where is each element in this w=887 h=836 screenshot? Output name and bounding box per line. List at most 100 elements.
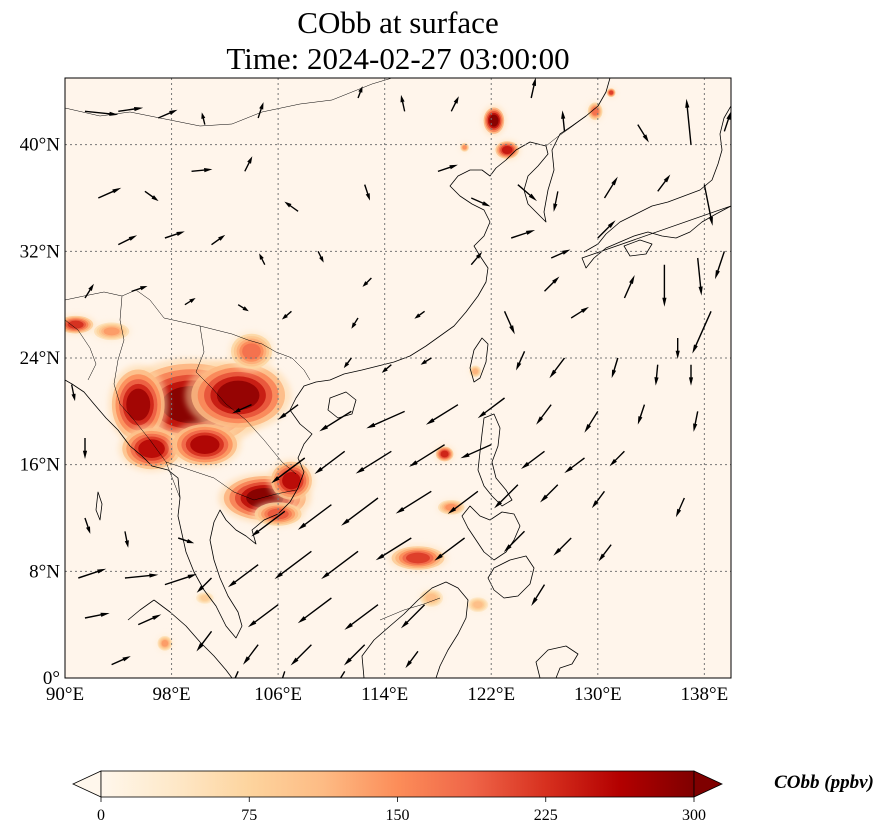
latitude-tick-label: 40°N: [20, 135, 61, 156]
wind-vector-arrow: [437, 164, 458, 172]
wind-vector-arrow: [623, 275, 635, 299]
cobb-concentration-field: [65, 87, 617, 652]
cobb-hotspot-ring: [282, 472, 301, 490]
cobb-hotspot: [586, 101, 604, 122]
taiwan-island: [469, 337, 489, 383]
wind-vector-arrow: [637, 124, 649, 143]
wind-vector-arrow: [414, 310, 425, 319]
wind-vector-arrow: [503, 530, 525, 553]
china-korea-border: [545, 115, 587, 147]
wind-vector-arrow: [654, 364, 659, 386]
wind-vector-arrow: [531, 584, 546, 606]
wind-vector-arrow: [470, 251, 483, 266]
cobb-hotspot: [228, 331, 275, 372]
cobb-hotspot-ring: [425, 594, 437, 602]
cobb-hotspot: [108, 364, 169, 445]
wind-vector-arrow: [561, 110, 566, 132]
wind-vector-arrow: [381, 364, 392, 373]
wind-vector-arrow: [251, 510, 286, 537]
cobb-hotspot-ring: [216, 380, 260, 411]
wind-vector-arrow: [317, 251, 324, 263]
wind-vector-arrow: [597, 220, 616, 239]
wind-vector-arrow: [611, 357, 619, 379]
wind-vector-arrow: [343, 357, 352, 369]
longitude-tick-label: 90°E: [46, 684, 84, 705]
wind-vector-arrow: [409, 444, 445, 467]
cobb-hotspot-ring: [473, 601, 483, 609]
map-title-line1: CObb at surface: [297, 5, 498, 40]
longitude-tick-label: 138°E: [681, 684, 729, 705]
wind-vector-arrow: [144, 190, 159, 202]
wind-vector-arrow: [244, 156, 253, 172]
wind-vector-arrow: [111, 656, 131, 666]
cobb-hotspot-ring: [440, 450, 449, 458]
wind-vector-arrow: [598, 544, 612, 562]
cobb-hotspot-ring: [501, 146, 513, 154]
wind-vector-arrow: [591, 490, 605, 509]
wind-vector-arrow: [339, 671, 346, 678]
wind-vector-arrow: [685, 98, 692, 145]
cobb-hotspot: [459, 142, 470, 153]
wind-vector-arrow: [550, 249, 571, 259]
latitude-tick-labels: 0° 8°N 16°N 24°N 32°N 40°N: [20, 135, 61, 689]
latitude-tick-label: 32°N: [20, 241, 61, 262]
map-title-line2: Time: 2024-02-27 03:00:00: [226, 41, 569, 76]
wind-vector-arrow: [257, 102, 264, 119]
colorbar-tick-label: 75: [241, 807, 257, 824]
wind-vector-arrow: [344, 604, 379, 630]
wind-vector-arrow: [290, 644, 312, 666]
wind-vector-arrow: [343, 644, 366, 666]
malaysia-border: [379, 597, 441, 621]
wind-vector-arrow: [355, 450, 392, 474]
wind-vector-arrow: [158, 109, 178, 119]
wind-vector-arrow: [84, 612, 110, 619]
cobb-hotspot: [436, 499, 467, 516]
colorbar-upper-extension: [693, 770, 723, 798]
colorbar-tick-label: 225: [534, 807, 558, 824]
wind-vector-arrow: [164, 574, 197, 586]
wind-vector-arrow: [118, 107, 144, 112]
sumatra-island: [127, 599, 233, 678]
wind-vector-arrow: [637, 404, 646, 425]
wind-vector-arrow: [603, 176, 618, 199]
wind-vector-arrow: [564, 457, 585, 474]
wind-vector-arrow: [84, 283, 94, 299]
wind-vector-arrow: [341, 497, 379, 526]
wind-vector-arrow: [84, 517, 91, 534]
wind-vector-arrow: [131, 286, 148, 292]
cobb-hotspot-ring: [67, 320, 84, 329]
cobb-hotspot: [118, 425, 185, 472]
latitude-tick-label: 24°N: [20, 348, 61, 369]
wind-vector-arrow: [184, 298, 196, 306]
wind-vector-arrow: [138, 614, 162, 626]
wind-vector-arrow: [400, 604, 426, 629]
cobb-hotspot: [606, 87, 617, 98]
wind-vector-arrow: [281, 671, 286, 678]
latitude-tick-label: 8°N: [29, 561, 60, 582]
wind-vector-arrow: [297, 504, 332, 530]
colorbar-label: CObb (ppbv): [774, 772, 874, 793]
colorbar-body: [100, 770, 695, 798]
wind-vector-arrow: [693, 411, 699, 432]
wind-vector-arrow: [191, 168, 213, 173]
wind-vector-arrow: [521, 450, 545, 469]
country-borders: [65, 78, 587, 621]
wind-vector-arrow: [405, 650, 419, 669]
cobb-hotspot-ring: [472, 368, 478, 375]
laos-border: [195, 325, 297, 475]
wind-vector-arrow: [277, 404, 299, 420]
china-northern-border: [65, 78, 393, 127]
wind-vector-arrow: [357, 86, 363, 99]
coastlines: [65, 78, 731, 678]
longitude-tick-label: 98°E: [152, 684, 190, 705]
cobb-hotspot-ring: [489, 114, 499, 127]
wind-vector-arrow: [196, 630, 213, 652]
shikoku-island: [623, 239, 653, 257]
wind-vector-arrow: [366, 410, 405, 429]
wind-vector-arrow: [553, 537, 572, 556]
map-panel: [64, 77, 732, 679]
wind-vector-arrow: [321, 550, 359, 580]
longitude-tick-label: 122°E: [467, 684, 515, 705]
wind-vector-arrow: [281, 310, 292, 320]
